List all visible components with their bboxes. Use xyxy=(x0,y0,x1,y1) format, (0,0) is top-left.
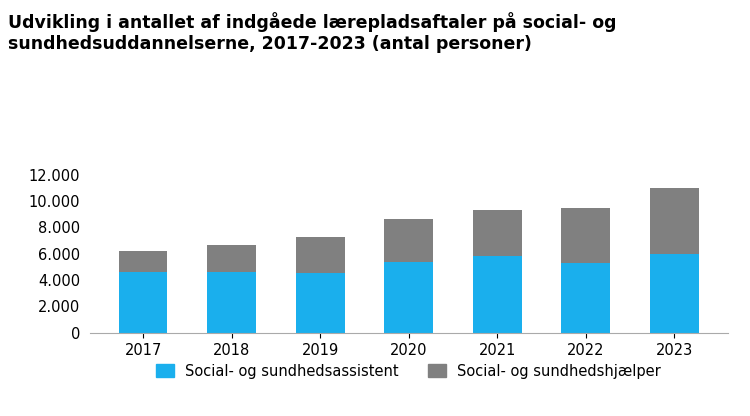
Bar xyxy=(296,273,344,333)
Bar xyxy=(650,255,699,333)
Bar xyxy=(207,245,256,272)
Bar xyxy=(296,237,344,273)
Bar xyxy=(385,262,433,333)
Text: Udvikling i antallet af indgåede lærepladsaftaler på social- og
sundhedsuddannel: Udvikling i antallet af indgåede lærepla… xyxy=(8,12,616,53)
Bar xyxy=(562,263,610,333)
Bar xyxy=(118,272,167,333)
Bar xyxy=(118,251,167,272)
Bar xyxy=(562,208,610,263)
Bar xyxy=(207,272,256,333)
Bar xyxy=(473,210,522,256)
Bar xyxy=(650,188,699,255)
Bar xyxy=(473,256,522,333)
Legend: Social- og sundhedsassistent, Social- og sundhedshjælper: Social- og sundhedsassistent, Social- og… xyxy=(156,364,662,379)
Bar xyxy=(385,219,433,262)
